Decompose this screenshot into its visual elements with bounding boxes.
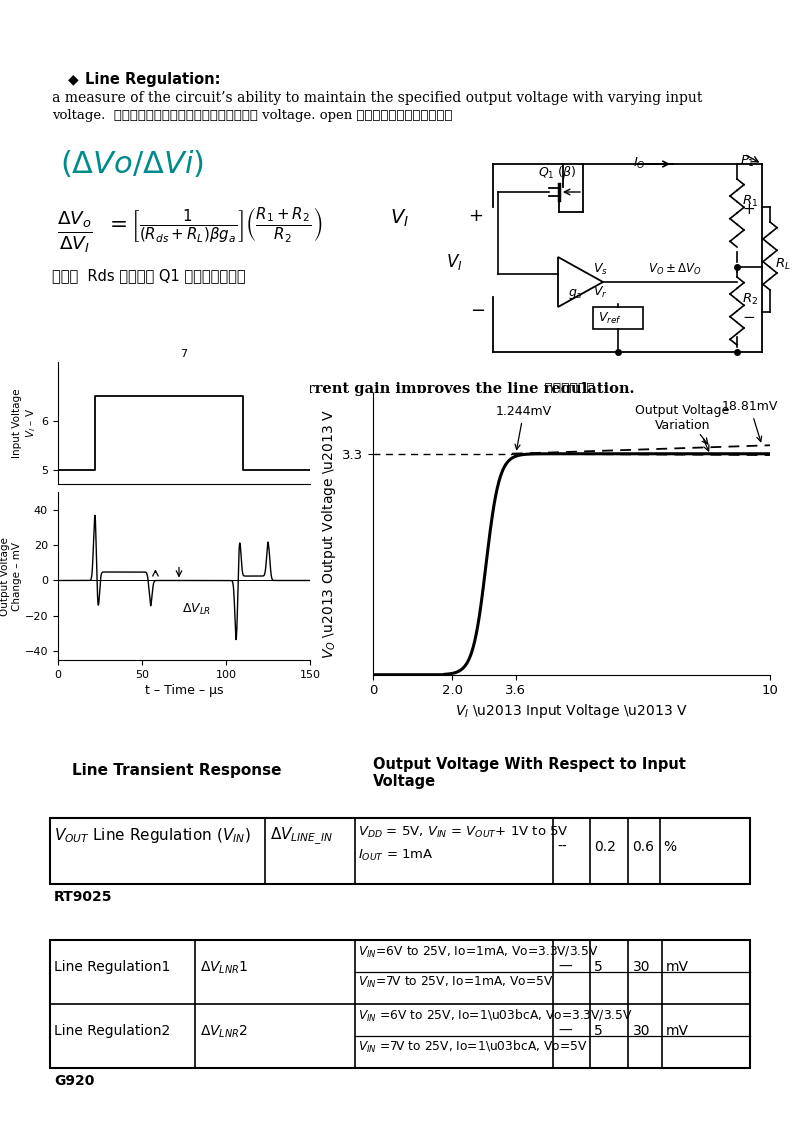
Text: voltage.  衡量这条赛道的能力，保持指定的输出电 voltage. open 环电流增益改善负载调节。: voltage. 衡量这条赛道的能力，保持指定的输出电 voltage. ope… — [52, 109, 452, 122]
Text: Output Voltage With Respect to Input: Output Voltage With Respect to Input — [373, 758, 686, 772]
Text: $V_{IN}$=7V to 25V, Io=1mA, Vo=5V: $V_{IN}$=7V to 25V, Io=1mA, Vo=5V — [358, 975, 553, 990]
Text: $R_L$: $R_L$ — [775, 257, 791, 272]
Text: 电流增益提高了线路调整: 电流增益提高了线路调整 — [100, 398, 192, 412]
Text: 30: 30 — [633, 1024, 650, 1038]
Text: 5: 5 — [594, 1024, 603, 1038]
Text: $\frac{\Delta V_o}{\Delta V_I}$: $\frac{\Delta V_o}{\Delta V_I}$ — [57, 208, 93, 254]
Text: ◆: ◆ — [68, 382, 79, 396]
Text: −: − — [470, 302, 485, 320]
Text: —: — — [558, 960, 572, 974]
Y-axis label: Output Voltage
Change – mV: Output Voltage Change – mV — [0, 536, 22, 616]
Text: 18.81mV: 18.81mV — [722, 400, 778, 441]
Text: $V_{IN}$=6V to 25V, Io=1mA, Vo=3.3V/3.5V: $V_{IN}$=6V to 25V, Io=1mA, Vo=3.3V/3.5V — [358, 945, 599, 960]
Text: $V_s$: $V_s$ — [593, 262, 608, 277]
Text: 5: 5 — [594, 960, 603, 974]
Text: %: % — [663, 840, 676, 854]
Text: Voltage: Voltage — [373, 775, 436, 789]
Text: $V_O \pm \Delta V_O$: $V_O \pm \Delta V_O$ — [648, 262, 702, 277]
Text: $R_1$: $R_1$ — [742, 194, 758, 209]
Y-axis label: $V_O$ \u2013 Output Voltage \u2013 V: $V_O$ \u2013 Output Voltage \u2013 V — [320, 409, 338, 659]
Text: Increasing dc open loop current gain improves the line regulation.: Increasing dc open loop current gain imp… — [85, 382, 634, 396]
Text: $V_{OUT}$ Line Regulation ($V_{IN}$): $V_{OUT}$ Line Regulation ($V_{IN}$) — [54, 826, 250, 845]
Text: G920: G920 — [54, 1074, 95, 1088]
Text: $V_{DD}$ = 5V, $V_{IN}$ = $V_{OUT}$+ 1V to 5V: $V_{DD}$ = 5V, $V_{IN}$ = $V_{OUT}$+ 1V … — [358, 826, 569, 840]
X-axis label: $V_I$ \u2013 Input Voltage \u2013 V: $V_I$ \u2013 Input Voltage \u2013 V — [455, 702, 688, 720]
Text: $I_{OUT}$ = 1mA: $I_{OUT}$ = 1mA — [358, 848, 434, 863]
Text: ◆: ◆ — [68, 71, 79, 86]
Text: $P_1$: $P_1$ — [740, 154, 755, 169]
Y-axis label: Input Voltage
$V_I$ – V: Input Voltage $V_I$ – V — [13, 388, 38, 458]
Text: mV: mV — [666, 1024, 689, 1038]
Text: 7: 7 — [180, 349, 188, 359]
Text: $V_{IN}$ =6V to 25V, Io=1\u03bcA, Vo=3.3V/3.5V: $V_{IN}$ =6V to 25V, Io=1\u03bcA, Vo=3.3… — [358, 1008, 633, 1024]
Text: a measure of the circuit’s ability to maintain the specified output voltage with: a measure of the circuit’s ability to ma… — [52, 91, 703, 105]
Text: 30: 30 — [633, 960, 650, 974]
Text: $V_{ref}$: $V_{ref}$ — [598, 311, 622, 327]
Text: 0.2: 0.2 — [594, 840, 616, 854]
Text: Line Regulation1: Line Regulation1 — [54, 960, 170, 974]
Bar — [593, 307, 643, 329]
Text: $V_{IN}$ =7V to 25V, Io=1\u03bcA, Vo=5V: $V_{IN}$ =7V to 25V, Io=1\u03bcA, Vo=5V — [358, 1039, 587, 1055]
X-axis label: t – Time – μs: t – Time – μs — [145, 684, 223, 697]
Text: $V_I$: $V_I$ — [390, 208, 409, 229]
Text: 1.244mV: 1.244mV — [496, 405, 552, 449]
Text: $I_O$: $I_O$ — [633, 156, 646, 171]
Text: Output Voltage
Variation: Output Voltage Variation — [635, 405, 730, 432]
Text: $\Delta V_{LNR}$1: $\Delta V_{LNR}$1 — [200, 960, 249, 976]
Text: $(\Delta Vo/\Delta Vi)$: $(\Delta Vo/\Delta Vi)$ — [60, 149, 204, 179]
Text: $\Delta V_{LR}$: $\Delta V_{LR}$ — [182, 602, 212, 617]
Text: —: — — [558, 1024, 572, 1038]
Text: 其中，  Rds 为调整管 Q1 源漏等效电阵。: 其中， Rds 为调整管 Q1 源漏等效电阵。 — [52, 268, 245, 284]
Text: +: + — [468, 208, 483, 225]
Text: --: -- — [557, 840, 567, 854]
Bar — [50, 818, 750, 885]
Text: $V_r$: $V_r$ — [593, 285, 608, 301]
Text: Line Regulation:: Line Regulation: — [85, 71, 221, 87]
Text: $g_a$: $g_a$ — [568, 287, 583, 301]
Text: 0.6: 0.6 — [632, 840, 654, 854]
Text: +: + — [742, 202, 755, 217]
Text: 提高直流开环: 提高直流开环 — [85, 382, 594, 396]
Text: $Q_1\ (\beta)$: $Q_1\ (\beta)$ — [538, 164, 577, 181]
Text: $V_I$: $V_I$ — [446, 252, 463, 272]
Text: $= \left[\frac{1}{(R_{ds} + R_L)\beta g_a}\right]\left(\frac{R_1 + R_2}{R_2}\rig: $= \left[\frac{1}{(R_{ds} + R_L)\beta g_… — [105, 205, 322, 245]
Text: −: − — [742, 310, 755, 325]
Text: $R_2$: $R_2$ — [742, 291, 758, 307]
Text: Line Transient Response: Line Transient Response — [72, 763, 282, 778]
Text: $\Delta V_{LNR}$2: $\Delta V_{LNR}$2 — [200, 1024, 248, 1040]
Text: RT9025: RT9025 — [54, 890, 112, 904]
Bar — [50, 940, 750, 1068]
Text: Line Regulation2: Line Regulation2 — [54, 1024, 170, 1038]
Text: mV: mV — [666, 960, 689, 974]
Text: $\Delta V_{LINE\_IN}$: $\Delta V_{LINE\_IN}$ — [270, 826, 333, 847]
